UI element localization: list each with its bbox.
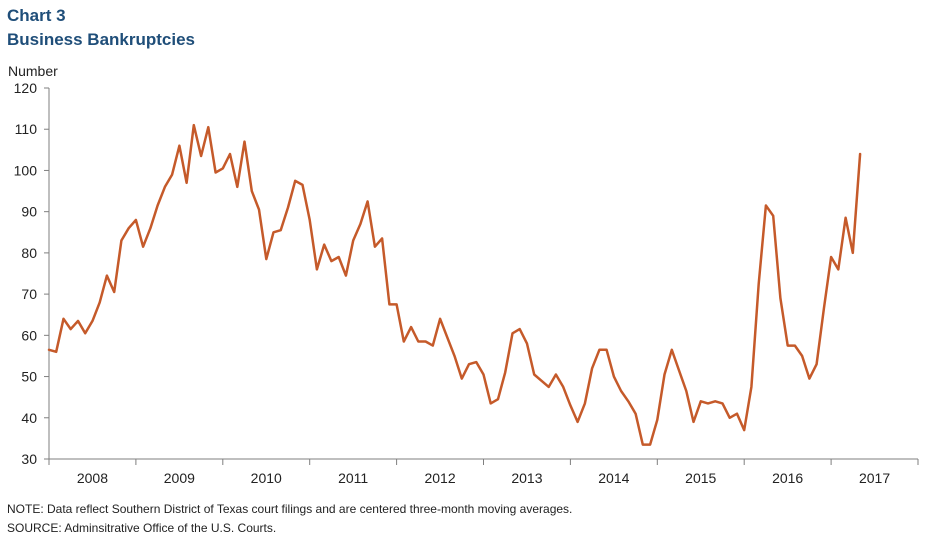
- y-tick-label: 90: [21, 204, 37, 220]
- source-text: SOURCE: Adminsitrative Office of the U.S…: [7, 521, 277, 535]
- note-text: NOTE: Data reflect Southern District of …: [7, 502, 573, 516]
- x-tick-label: 2016: [772, 470, 803, 486]
- x-tick-label: 2015: [685, 470, 716, 486]
- y-tick-label: 70: [21, 286, 37, 302]
- series-group: [47, 123, 862, 446]
- y-tick-label: 100: [14, 162, 38, 178]
- series-line: [47, 123, 862, 446]
- y-tick-label: 50: [21, 369, 37, 385]
- y-tick-label: 60: [21, 327, 37, 343]
- x-tick-label: 2013: [511, 470, 542, 486]
- y-tick-label: 110: [15, 121, 38, 137]
- x-tick-label: 2008: [77, 470, 108, 486]
- y-tick-label: 120: [14, 80, 38, 96]
- x-tick-label: 2017: [859, 470, 890, 486]
- y-tick-label: 30: [21, 451, 37, 467]
- x-tick-label: 2014: [598, 470, 629, 486]
- x-tick-label: 2010: [251, 470, 282, 486]
- y-axis: 30 40 50 60 70 80 90 100 110 120: [14, 80, 50, 467]
- chart-title: Business Bankruptcies: [7, 30, 196, 49]
- x-tick-label: 2012: [424, 470, 455, 486]
- x-tick-label: 2009: [164, 470, 195, 486]
- x-tick-label: 2011: [338, 470, 368, 486]
- x-axis: 2008 2009 2010 2011 2012 2013 2014 2015 2016 2017: [48, 458, 919, 486]
- y-tick-label: 80: [21, 245, 37, 261]
- chart-number: Chart 3: [7, 6, 66, 25]
- y-tick-label: 40: [21, 410, 37, 426]
- y-axis-label: Number: [8, 63, 58, 79]
